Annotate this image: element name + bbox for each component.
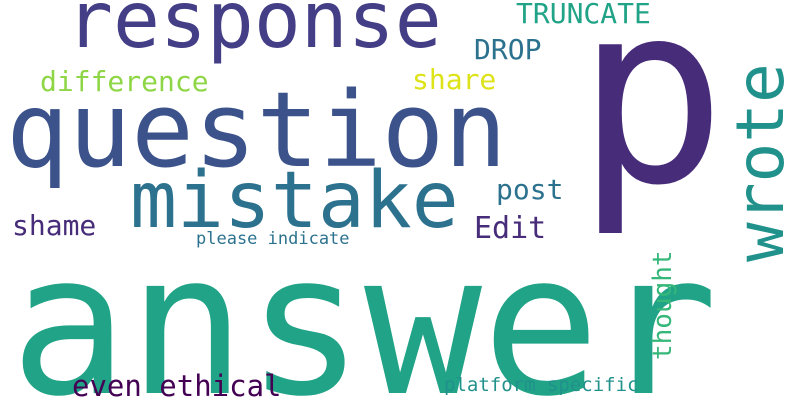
word-truncate: TRUNCATE [516,0,651,30]
word-mistake: mistake [130,156,459,246]
word-even-ethical: even ethical [72,369,282,400]
word-drop: DROP [474,33,542,66]
word-wrote: wrote [722,63,799,262]
word-share: share [412,63,497,96]
word-edit: Edit [474,211,547,246]
word-post: post [496,173,564,206]
word-question: question [6,69,507,191]
word-platform-specific: platform specific [444,374,639,396]
word-answer: answer [10,212,719,400]
word-p: p [576,0,727,240]
word-thought: thought [648,250,678,360]
word-difference: difference [40,65,209,98]
word-response: response [66,0,442,66]
word-please-indicate: please indicate [196,229,350,249]
word-shame: shame [12,209,97,242]
